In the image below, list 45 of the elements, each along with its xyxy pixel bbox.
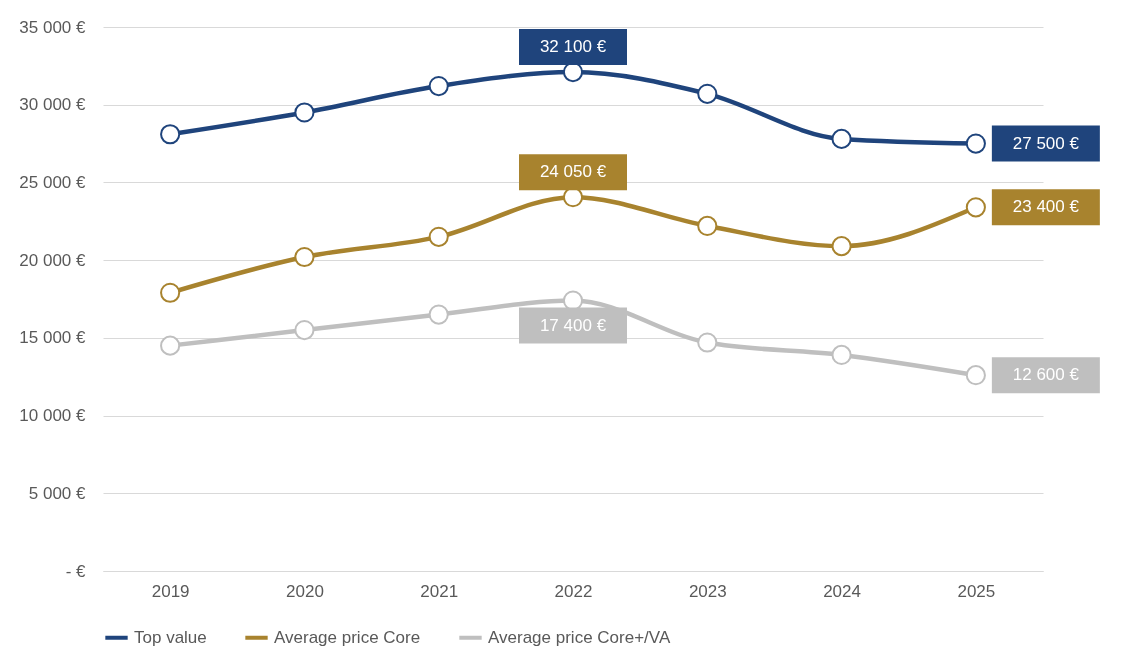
data-label: 23 400 € <box>1012 197 1080 217</box>
point <box>562 187 584 208</box>
legend-label: Top value <box>134 627 207 647</box>
x-tick-label: 2022 <box>554 581 593 601</box>
point <box>160 335 181 356</box>
legend-label: Average price Core+/VA <box>488 627 671 647</box>
point <box>160 282 181 303</box>
y-tick-label: 5 000 € <box>28 483 87 503</box>
point <box>697 215 718 237</box>
point <box>965 197 986 218</box>
point <box>831 344 852 366</box>
data-label: 12 600 € <box>1012 365 1080 385</box>
data-label: 32 100 € <box>539 37 607 57</box>
point <box>831 236 852 257</box>
y-tick-label: 25 000 € <box>19 172 87 192</box>
y-tick-label: 15 000 € <box>19 328 87 348</box>
point <box>965 365 986 386</box>
y-tick-label: 20 000 € <box>19 250 87 270</box>
point <box>294 320 315 341</box>
point <box>562 290 584 311</box>
y-tick-label: 30 000 € <box>19 95 87 115</box>
data-label: 24 050 € <box>539 162 607 182</box>
x-tick-label: 2019 <box>151 581 190 601</box>
point <box>562 62 584 83</box>
y-tick-label: - € <box>65 561 87 581</box>
legend-label: Average price Core <box>274 627 421 647</box>
point <box>428 76 449 97</box>
data-label: 27 500 € <box>1012 133 1080 153</box>
x-tick-label: 2021 <box>420 581 459 601</box>
y-tick-label: 35 000 € <box>19 17 87 37</box>
y-tick-label: 10 000 € <box>19 406 87 426</box>
point <box>697 332 718 353</box>
x-tick-label: 2024 <box>823 581 861 601</box>
point <box>697 83 718 104</box>
point <box>294 246 315 268</box>
x-tick-label: 2025 <box>957 581 996 601</box>
data-label: 17 400 € <box>539 315 607 335</box>
point <box>831 128 852 149</box>
point <box>428 304 449 325</box>
point <box>965 133 986 154</box>
point <box>294 102 315 123</box>
point <box>428 226 449 247</box>
point <box>160 124 181 145</box>
x-tick-label: 2023 <box>688 581 727 601</box>
x-tick-label: 2020 <box>286 581 324 601</box>
